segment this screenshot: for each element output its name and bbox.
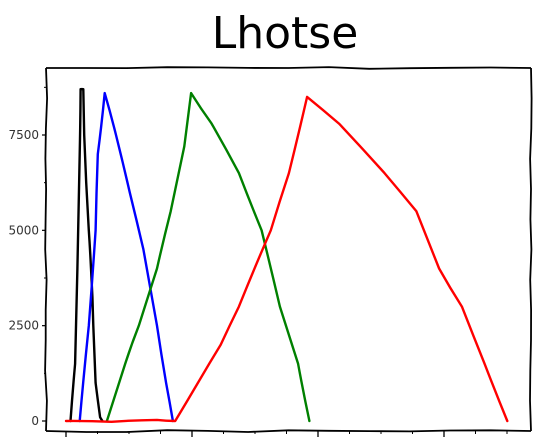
frame-bottom bbox=[45, 429, 532, 433]
series-line-1 bbox=[78, 91, 175, 423]
y-tick-label: 7500 bbox=[8, 128, 39, 142]
chart-title: Lhotse bbox=[212, 8, 359, 59]
frame-left bbox=[44, 67, 49, 432]
y-tick-label: 2500 bbox=[8, 319, 39, 333]
y-tick-label: 0 bbox=[31, 414, 39, 428]
frame-top bbox=[46, 66, 532, 70]
y-tick-label: 5000 bbox=[8, 223, 39, 237]
plot-area bbox=[44, 66, 533, 433]
series-line-2 bbox=[105, 91, 311, 423]
series-line-3 bbox=[64, 95, 509, 423]
y-axis-ticks: 0 2500 5000 7500 bbox=[8, 86, 46, 428]
series-line-0 bbox=[69, 87, 104, 423]
x-axis-ticks bbox=[65, 431, 508, 437]
series-group bbox=[64, 87, 509, 423]
frame-right bbox=[529, 67, 533, 432]
